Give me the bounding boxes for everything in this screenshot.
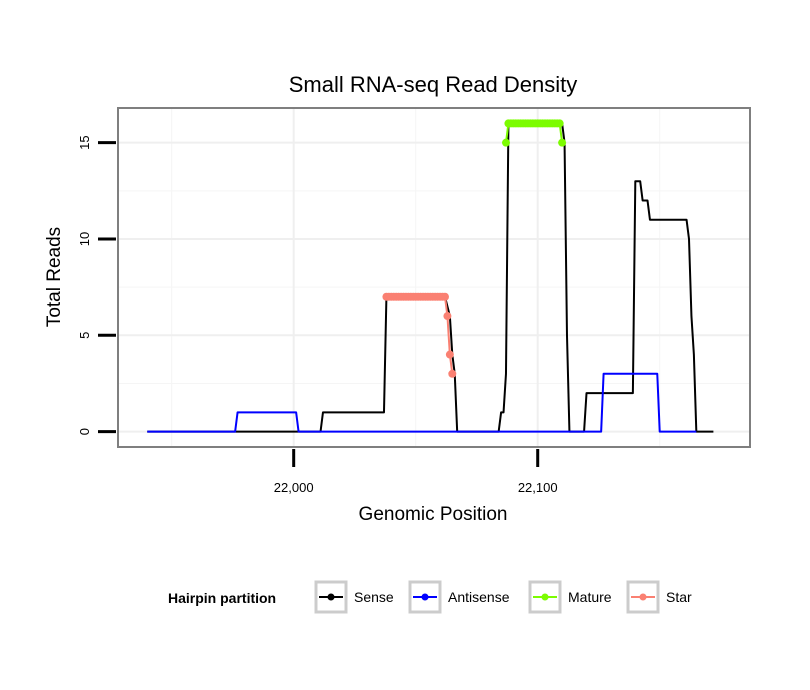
x-tick-label: 22,100 bbox=[518, 480, 558, 495]
legend-label-antisense: Antisense bbox=[448, 589, 510, 605]
legend-item-sense: Sense bbox=[314, 580, 394, 614]
legend-point-star bbox=[639, 593, 647, 601]
legend-item-mature: Mature bbox=[528, 580, 612, 614]
plot-background bbox=[118, 108, 750, 447]
y-tick-label: 0 bbox=[77, 428, 92, 435]
data-point-mature bbox=[558, 138, 567, 147]
series-points bbox=[382, 119, 567, 378]
data-point-star bbox=[443, 312, 452, 321]
data-point-mature bbox=[555, 119, 564, 128]
data-point-star bbox=[440, 292, 449, 301]
x-axis: 22,000 22,100 bbox=[274, 449, 558, 495]
legend-point-antisense bbox=[421, 593, 429, 601]
y-tick-label: 10 bbox=[77, 232, 92, 246]
legend: Hairpin partition Sense Antisense Mature St… bbox=[168, 580, 692, 614]
y-tick-label: 15 bbox=[77, 135, 92, 149]
chart-title: Small RNA-seq Read Density bbox=[289, 72, 578, 97]
data-point-star bbox=[445, 350, 454, 359]
x-tick-label: 22,000 bbox=[274, 480, 314, 495]
y-axis-label: Total Reads bbox=[44, 227, 65, 327]
legend-label-sense: Sense bbox=[354, 589, 394, 605]
legend-point-mature bbox=[541, 593, 549, 601]
legend-item-antisense: Antisense bbox=[408, 580, 510, 614]
plot-panel bbox=[117, 107, 751, 448]
legend-label-star: Star bbox=[666, 589, 692, 605]
data-point-mature bbox=[501, 138, 510, 147]
series-line-antisense bbox=[147, 372, 697, 433]
x-axis-label: Genomic Position bbox=[359, 504, 508, 525]
y-axis: 0 5 10 15 bbox=[77, 135, 116, 435]
y-tick-label: 5 bbox=[77, 332, 92, 339]
plot-border bbox=[117, 107, 751, 448]
legend-item-star: Star bbox=[626, 580, 692, 614]
legend-title: Hairpin partition bbox=[168, 590, 276, 606]
data-point-star bbox=[448, 369, 457, 378]
legend-point-sense bbox=[327, 593, 335, 601]
legend-label-mature: Mature bbox=[568, 589, 612, 605]
